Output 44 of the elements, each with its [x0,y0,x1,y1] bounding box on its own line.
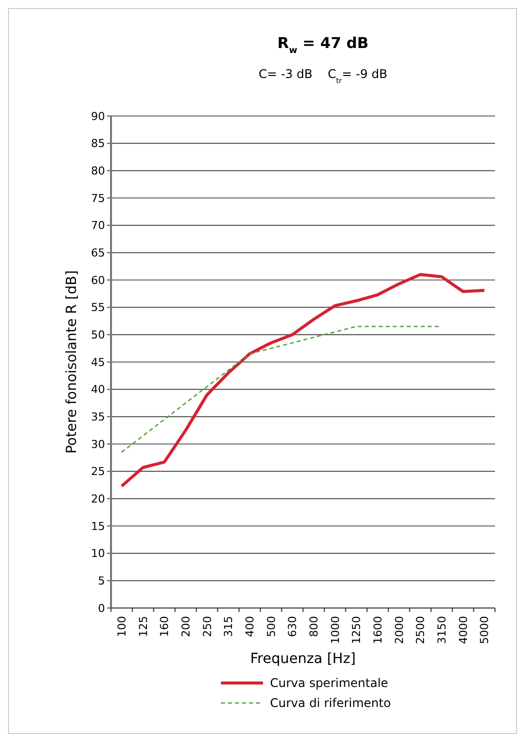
y-tick-label: 50 [91,328,105,342]
y-tick-label: 15 [91,520,105,533]
x-tick-label: 160 [158,616,172,637]
x-tick-label: 500 [264,616,278,637]
y-tick-label: 80 [91,164,105,178]
x-tick-label: 250 [200,616,214,637]
x-tick-label: 125 [136,616,150,637]
x-tick-label: 800 [308,616,321,637]
x-tick-label: 2500 [414,616,428,644]
y-tick-label: 0 [98,602,105,615]
legend-label: Curva sperimentale [270,676,388,690]
y-tick-label: 85 [91,137,105,150]
y-tick-label: 65 [91,246,105,260]
y-tick-label: 35 [91,410,105,424]
y-tick-label: 25 [91,465,105,478]
x-tick-label: 5000 [478,616,492,644]
y-tick-label: 5 [98,574,105,588]
y-tick-label: 75 [91,192,105,205]
x-tick-label: 1600 [372,616,385,644]
x-tick-label: 400 [244,616,257,637]
x-tick-label: 2000 [392,616,406,644]
x-axis-title: Frequenza [Hz] [250,651,356,667]
y-tick-label: 45 [91,356,105,369]
x-tick-label: 3150 [436,616,449,644]
x-tick-label: 100 [116,616,129,637]
x-tick-label: 630 [286,616,300,637]
y-tick-label: 90 [91,110,105,123]
y-tick-label: 70 [91,219,105,232]
x-tick-label: 4000 [456,616,470,644]
x-tick-label: 1000 [328,616,342,644]
x-tick-label: 1250 [350,616,364,644]
chart-title: R$_{w}$ = 47 dB [277,34,369,56]
legend-label: Curva di riferimento [270,696,391,710]
y-tick-label: 40 [91,383,105,396]
y-tick-label: 10 [91,547,105,560]
x-tick-label: 200 [180,616,193,637]
y-tick-label: 60 [91,274,105,287]
y-tick-label: 30 [91,438,105,451]
line-series [120,273,486,488]
y-axis-title: Potere fonoisolante R [dB] [64,270,80,454]
x-tick-label: 315 [222,616,236,637]
y-tick-label: 55 [91,301,105,314]
y-tick-label: 20 [91,492,105,506]
chart-subtitle: C= -3 dB C$_{tr}$= -9 dB [258,67,388,84]
